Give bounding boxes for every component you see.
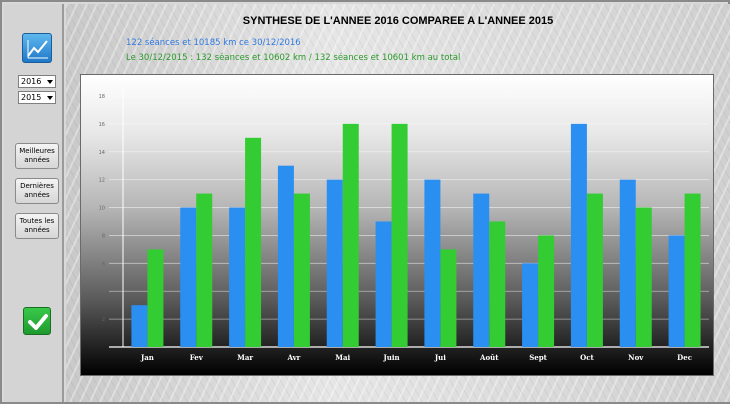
y-tick-label: 12 bbox=[99, 178, 105, 184]
x-tick-label: Mai bbox=[335, 353, 350, 362]
bar-previous bbox=[293, 193, 310, 347]
bar-previous bbox=[391, 123, 408, 347]
bar-current bbox=[668, 235, 685, 347]
main-panel: SYNTHESE DE L'ANNEE 2016 COMPAREE A L'AN… bbox=[66, 4, 730, 402]
year-select-compare[interactable]: 2015 bbox=[18, 91, 56, 104]
year-select-current-value: 2016 bbox=[21, 77, 42, 86]
y-tick-label: 14 bbox=[99, 150, 105, 156]
y-tick-label: 6 bbox=[102, 261, 105, 267]
bar-current bbox=[180, 207, 197, 347]
bar-previous bbox=[342, 123, 359, 347]
year-select-current[interactable]: 2016 bbox=[18, 75, 56, 88]
page-title: SYNTHESE DE L'ANNEE 2016 COMPAREE A L'AN… bbox=[242, 15, 554, 27]
last-years-label-2: années bbox=[24, 191, 50, 199]
chevron-down-icon bbox=[47, 80, 53, 84]
bar-current bbox=[375, 221, 392, 347]
previous-year-summary: Le 30/12/2015 : 132 séances et 10602 km … bbox=[126, 53, 461, 63]
bar-current bbox=[326, 179, 343, 347]
x-tick-label: Jui bbox=[434, 353, 446, 362]
bar-current bbox=[131, 305, 148, 347]
bar-current bbox=[277, 165, 294, 347]
x-tick-label: Nov bbox=[628, 353, 644, 362]
bar-previous bbox=[635, 207, 652, 347]
bar-current bbox=[522, 263, 539, 347]
bar-previous bbox=[538, 235, 555, 347]
x-tick-label: Août bbox=[479, 353, 499, 362]
best-years-label-2: années bbox=[24, 156, 50, 164]
x-tick-label: Mar bbox=[237, 353, 253, 362]
bar-previous bbox=[489, 221, 506, 347]
bar-current bbox=[619, 179, 636, 347]
year-select-compare-value: 2015 bbox=[21, 93, 42, 102]
x-tick-label: Jan bbox=[140, 353, 154, 362]
best-years-label-1: Meilleures bbox=[19, 147, 55, 155]
chart-icon[interactable] bbox=[22, 33, 52, 63]
bar-chart: 2 4 6 8 10 12 14 16 18 Jan Fev Mar Avr Mai Juin Jui Août… bbox=[99, 89, 709, 362]
all-years-button[interactable]: Toutes les années bbox=[15, 213, 59, 239]
bar-previous bbox=[684, 193, 701, 347]
chevron-down-icon bbox=[47, 96, 53, 100]
y-tick-label: 18 bbox=[99, 94, 105, 100]
bar-previous bbox=[196, 193, 213, 347]
last-years-label-1: Dernières bbox=[20, 182, 54, 190]
x-tick-label: Oct bbox=[580, 353, 594, 362]
x-tick-label: Juin bbox=[383, 353, 400, 362]
bar-current bbox=[424, 179, 441, 347]
bar-current bbox=[570, 123, 587, 347]
bar-current bbox=[229, 207, 246, 347]
current-year-summary: 122 séances et 10185 km ce 30/12/2016 bbox=[126, 38, 301, 48]
bar-previous bbox=[245, 137, 262, 347]
sidebar: 2016 2015 Meilleures années Dernières an… bbox=[4, 4, 64, 402]
checkmark-icon[interactable] bbox=[23, 307, 51, 335]
y-tick-label: 2 bbox=[102, 317, 105, 323]
all-years-label-2: années bbox=[24, 226, 50, 234]
x-tick-label: Fev bbox=[190, 353, 204, 362]
x-tick-label: Sept bbox=[529, 353, 547, 362]
x-tick-label: Dec bbox=[677, 353, 692, 362]
x-tick-label: Avr bbox=[286, 353, 300, 362]
bar-previous bbox=[586, 193, 603, 347]
last-years-button[interactable]: Dernières années bbox=[15, 178, 59, 204]
y-tick-label: 16 bbox=[99, 122, 105, 128]
best-years-button[interactable]: Meilleures années bbox=[15, 143, 59, 169]
bar-previous bbox=[440, 249, 457, 347]
y-tick-label: 8 bbox=[102, 233, 105, 239]
y-tick-label: 10 bbox=[99, 206, 105, 212]
all-years-label-1: Toutes les bbox=[19, 217, 55, 225]
bar-current bbox=[473, 193, 490, 347]
bar-previous bbox=[147, 249, 164, 347]
y-tick-label: 4 bbox=[102, 289, 105, 295]
chart-area: 2 4 6 8 10 12 14 16 18 Jan Fev Mar Avr Mai Juin Jui Août… bbox=[80, 74, 714, 376]
